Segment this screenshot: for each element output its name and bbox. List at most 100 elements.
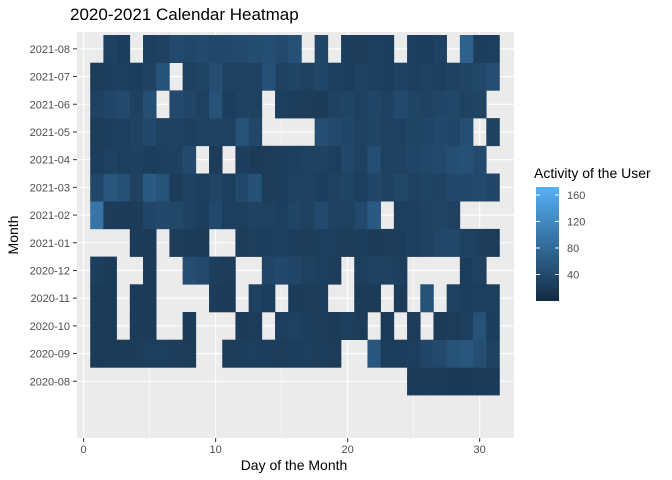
heatmap-cell — [301, 228, 315, 257]
heatmap-cell — [129, 118, 144, 147]
heatmap-cell — [459, 339, 474, 368]
heatmap-cell — [129, 201, 144, 230]
heatmap-cell — [341, 145, 355, 174]
heatmap-cell — [446, 145, 461, 174]
heatmap-cell — [473, 312, 487, 340]
heatmap-cell — [459, 173, 474, 202]
heatmap-cell — [301, 256, 315, 285]
heatmap-cell — [209, 201, 223, 230]
heatmap-cell — [209, 90, 223, 119]
heatmap-cell — [459, 256, 474, 285]
heatmap-cell — [116, 118, 131, 147]
y-tick-label: 2020-10 — [30, 321, 70, 333]
heatmap-cell — [143, 118, 157, 147]
heatmap-cell — [486, 228, 500, 257]
heatmap-cell — [433, 173, 447, 202]
heatmap-cell — [327, 256, 342, 285]
heatmap-cell — [275, 173, 289, 202]
x-axis-ticks: 0 10 20 30 — [81, 438, 486, 456]
heatmap-cell — [143, 312, 157, 340]
heatmap-cell — [235, 173, 249, 202]
heatmap-cell — [195, 228, 210, 257]
heatmap-cell — [143, 173, 157, 202]
heatmap-cell — [116, 339, 131, 368]
heatmap-cell — [380, 90, 395, 119]
heatmap-cell — [222, 118, 236, 147]
heatmap-cell — [129, 62, 144, 91]
heatmap-cell — [288, 35, 302, 63]
heatmap-cell — [235, 90, 249, 119]
heatmap-cell — [327, 312, 342, 340]
heatmap-cell — [341, 90, 355, 119]
heatmap-cell — [195, 35, 210, 63]
heatmap-cell — [275, 35, 289, 63]
heatmap-cell — [446, 367, 461, 396]
heatmap-cell — [327, 173, 342, 202]
heatmap-cell — [156, 35, 170, 63]
heatmap-cell — [433, 367, 447, 396]
heatmap-cell — [288, 62, 302, 91]
heatmap-cell — [301, 201, 315, 230]
heatmap-cell — [90, 145, 104, 174]
heatmap-cell — [433, 62, 447, 91]
heatmap-cell — [116, 62, 131, 91]
heatmap-cell — [195, 256, 210, 285]
heatmap-cell — [169, 90, 183, 119]
heatmap-cell — [235, 62, 249, 91]
heatmap-cell — [169, 201, 183, 230]
heatmap-cell — [129, 284, 144, 313]
heatmap-cell — [354, 173, 368, 202]
heatmap-cell — [182, 62, 197, 91]
heatmap-cell — [169, 35, 183, 63]
heatmap-cell — [275, 90, 289, 119]
heatmap-cell — [327, 62, 342, 91]
heatmap-cell — [235, 339, 249, 368]
heatmap-cell — [143, 201, 157, 230]
heatmap-cell — [446, 118, 461, 147]
heatmap-cell — [473, 339, 487, 368]
x-tick-label: 20 — [342, 444, 354, 456]
heatmap-cell — [209, 62, 223, 91]
heatmap-cell — [209, 145, 223, 174]
heatmap-cell — [420, 339, 434, 368]
heatmap-cell — [459, 62, 474, 91]
heatmap-cell — [473, 367, 487, 396]
heatmap-cell — [420, 118, 434, 147]
heatmap-cell — [354, 284, 368, 313]
heatmap-cell — [367, 35, 381, 63]
heatmap-cell — [129, 173, 144, 202]
heatmap-cell — [222, 173, 236, 202]
heatmap-cell — [248, 284, 263, 313]
heatmap-cell — [143, 62, 157, 91]
y-tick-label: 2021-02 — [30, 210, 70, 222]
heatmap-cell — [235, 201, 249, 230]
heatmap-cell — [486, 118, 500, 147]
heatmap-cell — [195, 90, 210, 119]
heatmap-cell — [486, 173, 500, 202]
heatmap-cell — [275, 312, 289, 340]
heatmap-cell — [156, 62, 170, 91]
heatmap-cell — [103, 256, 117, 285]
heatmap-cell — [407, 118, 421, 147]
heatmap-cell — [473, 90, 487, 119]
heatmap-cell — [103, 62, 117, 91]
heatmap-cell — [182, 228, 197, 257]
heatmap-cell — [116, 201, 131, 230]
heatmap-cell — [420, 284, 434, 313]
heatmap-cell — [261, 173, 276, 202]
heatmap-cell — [248, 145, 263, 174]
chart-title: 2020-2021 Calendar Heatmap — [70, 5, 299, 24]
heatmap-cell — [248, 312, 263, 340]
heatmap-cell — [90, 173, 104, 202]
heatmap-cell — [143, 35, 157, 63]
legend-tick-label: 160 — [567, 190, 585, 202]
heatmap-cell — [182, 173, 197, 202]
heatmap-cell — [314, 228, 329, 257]
x-tick-label: 30 — [474, 444, 486, 456]
heatmap-cell — [393, 339, 408, 368]
heatmap-cell — [222, 35, 236, 63]
x-tick-label: 0 — [81, 444, 87, 456]
heatmap-cell — [169, 339, 183, 368]
x-axis-title: Day of the Month — [241, 457, 348, 473]
